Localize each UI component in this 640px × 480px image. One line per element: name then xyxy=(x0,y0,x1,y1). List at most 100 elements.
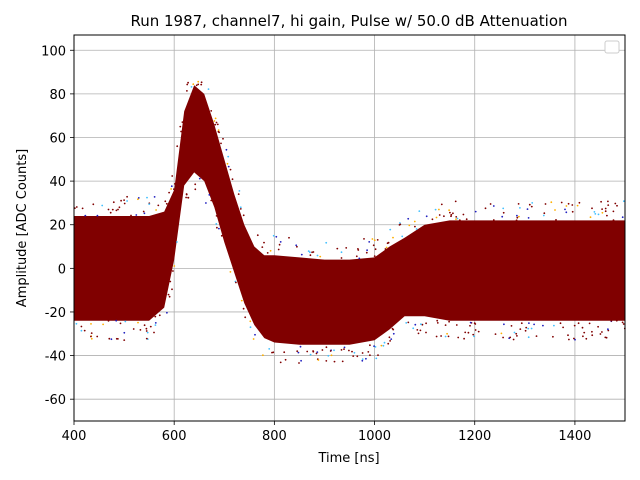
data-point xyxy=(208,194,211,196)
data-point xyxy=(421,323,424,326)
data-point xyxy=(333,360,336,363)
data-point xyxy=(621,216,624,219)
data-point xyxy=(268,348,271,350)
data-point xyxy=(447,335,450,338)
data-point xyxy=(374,346,377,348)
data-point xyxy=(107,208,110,211)
data-point xyxy=(518,215,520,218)
data-point xyxy=(414,323,417,326)
data-point xyxy=(565,205,568,207)
data-point xyxy=(197,80,200,83)
data-point xyxy=(516,216,519,219)
data-point xyxy=(239,206,242,209)
data-point xyxy=(582,335,584,338)
data-point xyxy=(416,329,419,331)
data-point xyxy=(155,209,158,211)
data-point xyxy=(615,319,618,322)
data-point xyxy=(75,322,78,325)
data-point xyxy=(266,252,269,254)
y-tick-label: 40 xyxy=(49,175,66,190)
data-point xyxy=(361,359,364,362)
data-point xyxy=(419,329,422,332)
data-point xyxy=(229,271,232,273)
x-tick-label: 1000 xyxy=(358,429,391,444)
data-point xyxy=(363,238,365,240)
data-point xyxy=(610,319,613,322)
data-point xyxy=(469,324,471,327)
data-point xyxy=(130,214,132,217)
x-tick-label: 600 xyxy=(162,429,187,444)
data-point xyxy=(535,335,538,337)
data-point xyxy=(164,200,167,203)
data-point xyxy=(474,323,477,325)
data-point xyxy=(80,325,83,328)
data-point xyxy=(186,90,188,92)
data-point xyxy=(474,329,477,331)
data-point xyxy=(601,331,603,333)
data-point xyxy=(597,325,599,328)
data-point xyxy=(604,207,607,210)
data-point xyxy=(216,123,219,126)
data-point xyxy=(325,360,328,362)
data-point xyxy=(440,335,442,337)
data-point xyxy=(132,328,135,330)
data-point xyxy=(218,131,221,134)
data-point xyxy=(145,327,148,330)
data-point xyxy=(123,331,126,334)
data-point xyxy=(319,255,322,258)
data-point xyxy=(244,316,247,319)
data-point xyxy=(316,254,319,257)
data-point xyxy=(387,342,390,345)
data-point xyxy=(90,323,92,325)
data-point xyxy=(229,168,232,171)
data-point xyxy=(607,204,610,207)
data-point xyxy=(351,350,353,353)
data-point xyxy=(336,247,339,250)
data-point xyxy=(543,212,546,215)
data-point xyxy=(368,241,371,243)
waveform-bands xyxy=(74,85,625,345)
data-point xyxy=(325,346,328,349)
data-point xyxy=(612,210,615,213)
data-point xyxy=(492,219,495,221)
data-point xyxy=(329,350,332,352)
data-point xyxy=(148,203,151,206)
data-point xyxy=(327,354,330,357)
data-point xyxy=(220,142,222,145)
data-point xyxy=(187,81,190,84)
data-point xyxy=(456,217,459,220)
data-point xyxy=(333,349,335,352)
data-point xyxy=(315,352,318,355)
data-point xyxy=(527,327,530,330)
data-point xyxy=(425,331,427,334)
data-point xyxy=(311,251,313,254)
data-point xyxy=(520,322,523,325)
data-point xyxy=(567,202,570,205)
data-point xyxy=(399,223,402,226)
data-point xyxy=(607,328,609,331)
data-point xyxy=(167,293,170,296)
data-point xyxy=(614,202,617,205)
data-point xyxy=(573,337,575,340)
data-point xyxy=(467,331,470,334)
data-point xyxy=(137,197,140,199)
data-point xyxy=(307,250,310,253)
data-point xyxy=(516,335,518,337)
data-point xyxy=(502,336,504,339)
data-point xyxy=(169,280,172,283)
data-point xyxy=(185,196,188,199)
data-point xyxy=(420,323,422,326)
data-point xyxy=(271,351,273,354)
data-point xyxy=(83,329,86,332)
data-point xyxy=(123,199,125,202)
data-point xyxy=(389,228,392,231)
data-point xyxy=(312,350,315,353)
data-point xyxy=(550,201,553,204)
data-point xyxy=(449,211,451,214)
data-point xyxy=(299,345,302,348)
data-point xyxy=(371,238,374,240)
data-point xyxy=(564,208,566,211)
data-point xyxy=(215,121,218,124)
data-point xyxy=(120,199,122,202)
data-point xyxy=(210,199,213,202)
